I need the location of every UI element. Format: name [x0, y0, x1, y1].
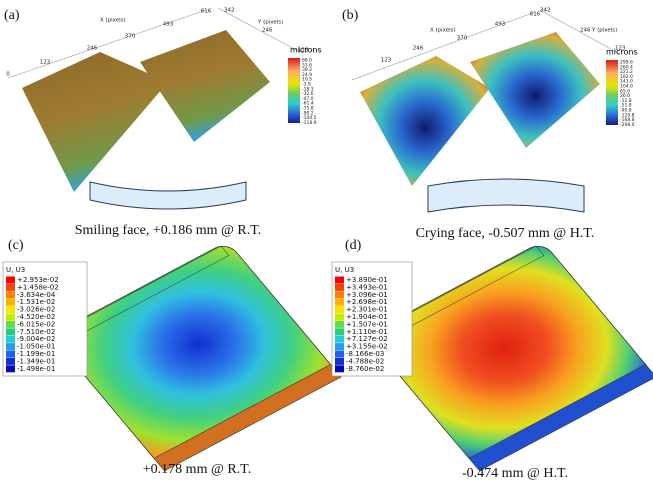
legend-swatch: [6, 328, 15, 335]
caption: -0.474 mm @ H.T.: [462, 466, 568, 481]
colorbar-label: -118.9: [302, 120, 317, 126]
legend-swatch: [335, 328, 344, 335]
surface: [22, 52, 168, 192]
x-tick-label: 123: [381, 58, 392, 64]
x-tick-label: 246: [413, 46, 424, 52]
y-tick-label: 246: [580, 28, 591, 34]
legend-swatch: [6, 284, 15, 291]
legend-swatch: [6, 299, 15, 306]
y-tick-label: 342: [540, 8, 551, 14]
caption: Smiling face, +0.186 mm @ R.T.: [75, 223, 262, 238]
panel-label: (a): [4, 8, 20, 23]
legend-title: U, U3: [6, 266, 25, 274]
panel-label: (d): [345, 238, 362, 253]
x-tick-label: 493: [495, 22, 506, 28]
legend-swatch: [335, 277, 344, 284]
panel-label: (b): [342, 8, 359, 23]
x-tick-label: 493: [163, 22, 174, 28]
colorbar: [606, 60, 618, 125]
caption: +0.178 mm @ R.T.: [143, 462, 251, 477]
colorbar-title: microns: [290, 46, 322, 55]
legend-swatch: [6, 365, 15, 372]
legend-swatch: [335, 291, 344, 298]
y-tick-label: 342: [224, 8, 235, 14]
x-tick-label: 246: [87, 46, 98, 52]
legend-swatch: [335, 351, 344, 358]
y-axis-title: Y (pixels): [257, 20, 283, 26]
legend-swatch: [6, 291, 15, 298]
legend-label: -8.760e-02: [346, 365, 384, 373]
legend-swatch: [335, 343, 344, 350]
legend-swatch: [6, 343, 15, 350]
caption: Crying face, -0.507 mm @ H.T.: [416, 226, 595, 241]
legend-title: U, U3: [335, 266, 354, 274]
legend-swatch: [6, 336, 15, 343]
legend-swatch: [335, 358, 344, 365]
legend-swatch: [6, 306, 15, 313]
legend-swatch: [6, 351, 15, 358]
legend-swatch: [335, 306, 344, 313]
figure: (a) X (pixels) 0 123 246 370 493 616 Y (pixels) 3…: [0, 0, 653, 486]
lens-shape: [90, 182, 246, 209]
surface: [360, 56, 490, 186]
colorbar: [288, 58, 300, 123]
x-tick-label: 370: [125, 34, 136, 40]
legend-swatch: [335, 336, 344, 343]
colorbar-label: -208.0: [620, 122, 635, 128]
legend-swatch: [6, 321, 15, 328]
legend-swatch: [6, 314, 15, 321]
plate-model: [51, 241, 341, 470]
x-axis-title: X (pixels): [430, 28, 456, 34]
x-tick-label: 370: [457, 36, 468, 42]
surface: [470, 32, 600, 148]
colorbar-title: microns: [606, 48, 638, 57]
legend-swatch: [335, 321, 344, 328]
legend-swatch: [6, 358, 15, 365]
legend-label: -1.498e-01: [17, 365, 55, 373]
legend-swatch: [6, 277, 15, 284]
surface: [140, 30, 270, 142]
x-tick-label: 0: [6, 72, 10, 78]
legend-swatch: [335, 284, 344, 291]
x-tick-label: 123: [40, 60, 51, 66]
panel-label: (c): [8, 238, 24, 253]
y-axis-title: Y (pixels): [591, 28, 617, 34]
lens-shape: [428, 179, 584, 212]
x-axis-title: X (pixels): [100, 18, 126, 24]
legend-swatch: [335, 314, 344, 321]
y-tick-label: 246: [262, 28, 273, 34]
x-tick-label: 616: [201, 9, 212, 15]
page: {"panels":[ {"label":"(a)","x_axis":"X (…: [0, 0, 653, 486]
legend-swatch: [335, 299, 344, 306]
legend-swatch: [335, 365, 344, 372]
